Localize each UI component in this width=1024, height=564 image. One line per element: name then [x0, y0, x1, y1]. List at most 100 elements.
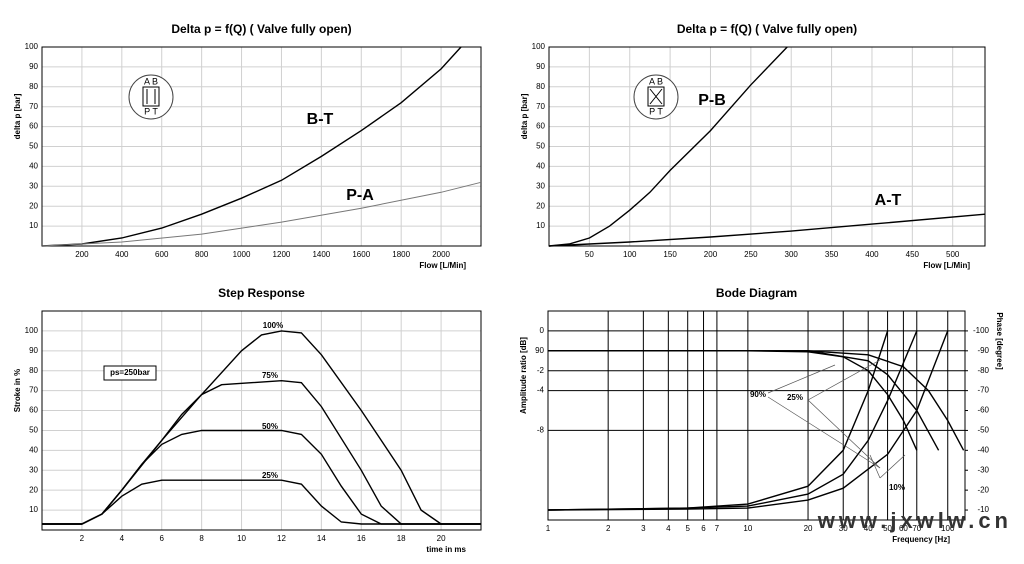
x-tick-label: 400 [115, 250, 129, 259]
y-axis-label: Stroke in % [13, 369, 22, 413]
y2-tick-label: -60 [977, 406, 989, 415]
valve-port-label: A B [144, 76, 158, 86]
valve-box [142, 86, 160, 107]
leader-line [879, 454, 906, 479]
y2-tick-label: -20 [977, 485, 989, 494]
x-tick-label: 40 [864, 524, 873, 533]
x-tick-label: 60 [899, 524, 908, 533]
x-tick-label: 350 [825, 250, 839, 259]
y-tick-label: 60 [29, 406, 38, 415]
x-tick-label: 100 [941, 524, 955, 533]
y-tick-label: 30 [29, 181, 38, 190]
y-tick-label: 80 [29, 366, 38, 375]
series-line [42, 479, 481, 525]
series-label: P-B [698, 92, 726, 109]
y2-tick-label: -50 [977, 426, 989, 435]
y-tick-label: 90 [535, 346, 544, 355]
x-tick-label: 2 [606, 524, 611, 533]
y2-tick-label: -10 [977, 505, 989, 514]
y-tick-label: 70 [29, 102, 38, 111]
y-tick-label: 80 [29, 82, 38, 91]
x-tick-label: 2000 [432, 250, 450, 259]
y-tick-label: 20 [29, 485, 38, 494]
y-tick-label: 10 [29, 221, 38, 230]
plot-frame [547, 310, 966, 521]
x-tick-label: 18 [397, 534, 406, 543]
annotation-box [103, 365, 157, 381]
leader-line [807, 359, 881, 401]
y-tick-label: 30 [536, 181, 545, 190]
x-tick-label: 1000 [233, 250, 251, 259]
annotation: ps=250bar [110, 368, 150, 377]
y-tick-label: 30 [29, 465, 38, 474]
series-label: P-A [346, 187, 374, 204]
annotation: 10% [889, 483, 905, 492]
chart-title: Delta p = f(Q) ( Valve fully open) [677, 22, 857, 36]
y-tick-label: 100 [532, 42, 546, 51]
x-tick-label: 6 [701, 524, 706, 533]
x-tick-label: 50 [585, 250, 594, 259]
valve-box [647, 86, 665, 107]
x-axis-label: time in ms [426, 545, 466, 554]
x-tick-label: 1 [546, 524, 551, 533]
y-tick-label: 10 [536, 221, 545, 230]
x-tick-label: 4 [666, 524, 671, 533]
y-tick-label: 100 [25, 326, 39, 335]
y-tick-label: 90 [29, 346, 38, 355]
leader-line [869, 454, 881, 479]
series-line [41, 181, 482, 247]
x-axis-label: Flow [L/Min] [419, 261, 466, 270]
y-tick-label: 50 [29, 142, 38, 151]
x-tick-label: 8 [199, 534, 204, 543]
y-tick-label: 50 [536, 142, 545, 151]
x-tick-label: 1800 [392, 250, 410, 259]
x-tick-label: 200 [704, 250, 718, 259]
y-axis-label: Amplitude ratio [dB] [519, 337, 528, 414]
y-tick-label: 90 [536, 62, 545, 71]
x-tick-label: 300 [785, 250, 799, 259]
series-line [548, 46, 788, 247]
y-tick-label: 40 [29, 162, 38, 171]
x-axis-label: Flow [L/Min] [923, 261, 970, 270]
y-tick-label: 100 [25, 42, 39, 51]
x-tick-label: 2 [80, 534, 85, 543]
x-tick-label: 30 [839, 524, 848, 533]
series-label: B-T [307, 111, 334, 128]
y2-tick-label: -70 [977, 386, 989, 395]
series-line [42, 429, 481, 525]
y-tick-label: 10 [29, 505, 38, 514]
watermark: www.jxwlw.cn [817, 508, 1012, 533]
x-tick-label: 1600 [352, 250, 370, 259]
x-tick-label: 50 [883, 524, 892, 533]
y-tick-label: 90 [29, 62, 38, 71]
series-line [547, 330, 918, 511]
y-tick-label: 70 [536, 102, 545, 111]
y-tick-label: 20 [536, 201, 545, 210]
x-tick-label: 100 [623, 250, 637, 259]
x-tick-label: 200 [75, 250, 89, 259]
x-tick-label: 20 [437, 534, 446, 543]
x-tick-label: 4 [120, 534, 125, 543]
x-tick-label: 20 [804, 524, 813, 533]
x-tick-label: 600 [155, 250, 169, 259]
series-line [41, 46, 462, 247]
y-tick-label: 60 [29, 122, 38, 131]
x-tick-label: 400 [865, 250, 879, 259]
valve-port-label: A B [649, 76, 663, 86]
y-axis-label: delta p [bar] [520, 93, 529, 139]
x-tick-label: 14 [317, 534, 326, 543]
chart-title: Delta p = f(Q) ( Valve fully open) [171, 22, 351, 36]
x-tick-label: 1400 [312, 250, 330, 259]
y-tick-label: 70 [29, 386, 38, 395]
valve-symbol [128, 74, 174, 120]
x-tick-label: 7 [715, 524, 720, 533]
y-tick-label: 40 [29, 445, 38, 454]
y2-tick-label: -80 [977, 366, 989, 375]
x-tick-label: 800 [195, 250, 209, 259]
series-line [547, 330, 949, 511]
x-tick-label: 3 [641, 524, 646, 533]
x-tick-label: 150 [663, 250, 677, 259]
y-tick-label: 0 [540, 326, 545, 335]
y2-tick-label: -30 [977, 465, 989, 474]
